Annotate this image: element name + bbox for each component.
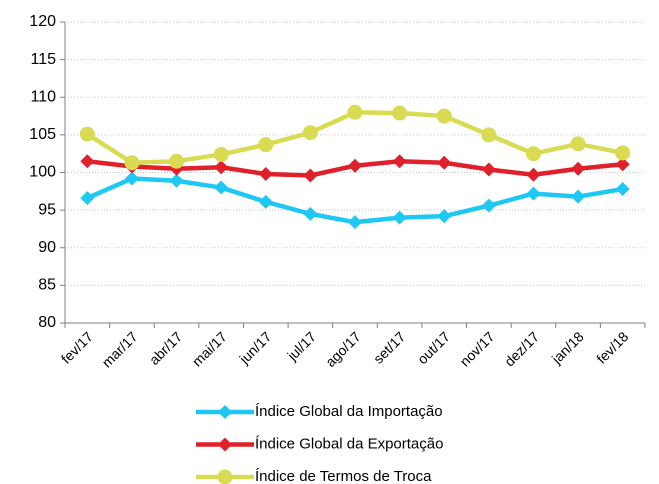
point <box>392 154 407 169</box>
y-tick-label: 100 <box>29 164 56 181</box>
point <box>436 108 452 124</box>
point <box>481 162 496 177</box>
point <box>347 104 363 120</box>
point <box>213 146 229 162</box>
legend-label: Índice de Termos de Troca <box>255 468 432 484</box>
series <box>79 104 631 171</box>
x-tick-label: set/17 <box>370 328 408 366</box>
series <box>80 171 630 230</box>
point <box>392 105 408 121</box>
point <box>302 125 318 141</box>
point <box>348 158 362 173</box>
point <box>571 189 586 204</box>
point <box>303 168 318 183</box>
y-tick-label: 80 <box>38 314 56 331</box>
point <box>437 155 452 170</box>
legend-label: Índice Global da Importação <box>255 403 443 420</box>
y-tick-label: 105 <box>29 126 56 143</box>
y-tick-label: 115 <box>30 51 56 68</box>
x-tick-label: dez/17 <box>501 328 542 369</box>
point <box>80 154 95 169</box>
x-tick-label: ago/17 <box>322 328 364 370</box>
x-tick-label: jun/17 <box>236 328 275 367</box>
point <box>217 469 233 484</box>
series-line <box>86 110 624 165</box>
legend-label: Índice Global da Exportação <box>255 435 443 452</box>
point <box>169 173 184 188</box>
point <box>169 153 185 169</box>
point <box>258 137 274 153</box>
x-tick-label: nov/17 <box>457 328 498 369</box>
y-tick-label: 90 <box>38 239 56 256</box>
x-tick-label: jan/18 <box>548 328 587 367</box>
x-tick-label: mar/17 <box>99 328 141 370</box>
series <box>80 154 630 183</box>
point <box>214 160 229 175</box>
point <box>80 191 95 206</box>
x-tick-label: fev/18 <box>593 328 631 366</box>
point <box>570 136 586 152</box>
point <box>214 180 229 195</box>
point <box>481 198 496 213</box>
point <box>615 145 631 161</box>
point <box>437 209 452 224</box>
point <box>258 167 273 182</box>
x-tick-label: out/17 <box>414 328 453 367</box>
x-tick-label: mai/17 <box>189 328 230 369</box>
point <box>526 167 541 182</box>
point <box>481 127 497 143</box>
y-tick-label: 85 <box>38 277 56 294</box>
x-tick-label: jul/17 <box>283 328 319 364</box>
x-tick-label: abr/17 <box>146 328 186 368</box>
point <box>258 194 273 209</box>
point <box>124 155 140 171</box>
point <box>571 161 586 176</box>
point <box>124 171 139 186</box>
point <box>615 182 630 197</box>
x-tick-label: fev/17 <box>58 328 96 366</box>
point <box>218 405 232 419</box>
point <box>303 206 318 221</box>
point <box>392 210 407 225</box>
point <box>525 146 541 162</box>
point <box>526 186 541 201</box>
point <box>348 215 362 230</box>
point <box>218 437 232 452</box>
y-tick-label: 95 <box>38 201 56 218</box>
point <box>615 157 630 172</box>
point <box>79 126 95 142</box>
y-tick-label: 120 <box>29 13 56 30</box>
y-tick-label: 110 <box>30 88 56 105</box>
